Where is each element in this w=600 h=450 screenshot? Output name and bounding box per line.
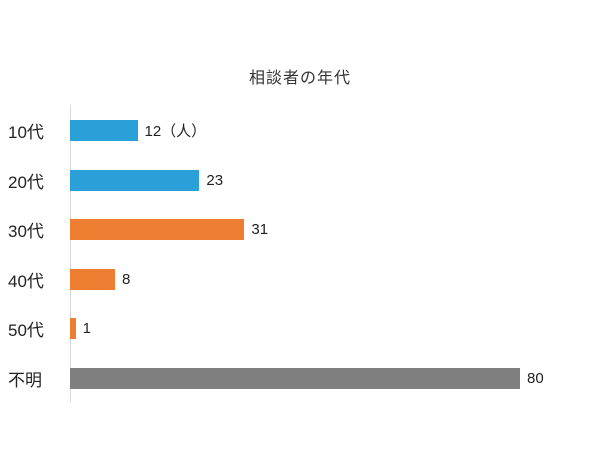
bar-row: 不明 80 (0, 354, 600, 404)
value-label: 23 (206, 171, 224, 189)
category-label: 20代 (8, 172, 44, 192)
bar-rows: 10代 12（人） 20代 23 30代 31 40代 8 50代 1 不明 80 (0, 106, 600, 403)
chart-title: 相談者の年代 (248, 70, 351, 87)
y-axis-line (70, 105, 71, 402)
category-label: 30代 (8, 222, 44, 242)
bar-track: 12（人） (70, 120, 520, 142)
value-label: 31 (251, 221, 269, 239)
bar-track: 23 (70, 169, 520, 191)
category-label: 不明 (8, 370, 42, 390)
bar-track: 8 (70, 268, 520, 290)
category-label: 40代 (8, 271, 44, 291)
bar (70, 219, 245, 241)
bar-row: 40代 8 (0, 255, 600, 305)
bar-row: 20代 23 (0, 156, 600, 206)
category-label: 50代 (8, 321, 44, 341)
bar (70, 367, 520, 389)
bar-row: 50代 1 (0, 304, 600, 354)
bar-row: 30代 31 (0, 205, 600, 255)
value-label: 80 (527, 369, 544, 387)
bar-track: 31 (70, 219, 520, 241)
bar (70, 120, 138, 142)
bar (70, 318, 76, 340)
bar-track: 1 (70, 318, 520, 340)
bar (70, 268, 115, 290)
bar-track: 80 (70, 367, 544, 389)
bar (70, 169, 200, 191)
bar-row: 10代 12（人） (0, 106, 600, 156)
value-label: 1 (82, 320, 91, 338)
category-label: 10代 (8, 123, 44, 143)
value-label: 8 (122, 270, 131, 288)
value-label: 12（人） (144, 123, 207, 141)
